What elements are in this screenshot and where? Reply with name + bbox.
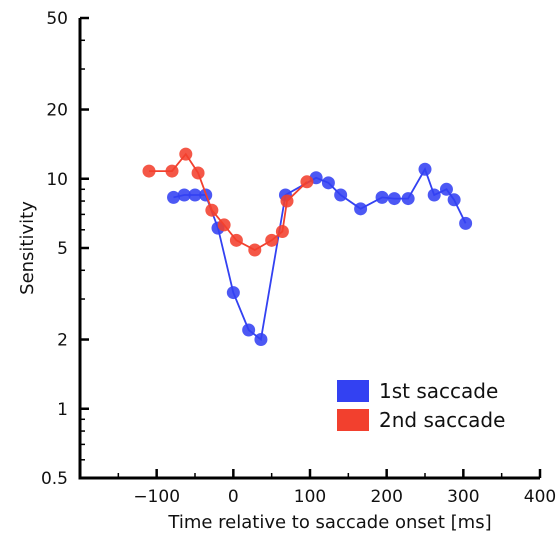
data-point [375, 190, 389, 204]
y-axis-title: Sensitivity [17, 201, 38, 295]
x-tick-label: 0 [228, 487, 239, 507]
data-point [334, 188, 348, 202]
y-tick-label: 50 [46, 9, 68, 29]
data-point [165, 164, 179, 178]
y-tick-label: 2 [57, 331, 68, 351]
data-point [418, 162, 432, 176]
y-tick-label: 1 [57, 400, 68, 420]
data-point [191, 166, 205, 180]
data-point [248, 243, 262, 257]
y-tick-label: 20 [46, 101, 68, 121]
data-point [401, 192, 415, 206]
legend-swatch [337, 380, 369, 402]
data-point [229, 233, 243, 247]
data-point [275, 224, 289, 238]
data-point [459, 216, 473, 230]
data-point [354, 202, 368, 216]
y-tick-label: 5 [57, 239, 68, 259]
data-point [300, 175, 314, 189]
legend-label: 2nd saccade [379, 408, 505, 432]
data-point [280, 194, 294, 208]
x-tick-label: 300 [447, 487, 479, 507]
data-point [427, 188, 441, 202]
y-tick-label: 0.5 [41, 469, 68, 489]
series-layer [142, 147, 473, 347]
data-point [242, 323, 256, 337]
data-point [321, 176, 335, 190]
data-point [265, 233, 279, 247]
axes: 0.5 1 2 5 10 20 50 −100 0 100 200 300 400 [41, 9, 556, 507]
data-point [439, 182, 453, 196]
legend-swatch [337, 409, 369, 431]
x-axis-title: Time relative to saccade onset [ms] [167, 512, 491, 533]
data-point [226, 286, 240, 300]
x-tick-label: 200 [370, 487, 402, 507]
x-tick-label: −100 [133, 487, 180, 507]
legend: 1st saccade 2nd saccade [337, 379, 505, 432]
series-1 [167, 162, 473, 347]
data-point [177, 188, 191, 202]
series-line [173, 167, 467, 342]
data-point [167, 190, 181, 204]
data-point [179, 147, 193, 161]
data-point [142, 164, 156, 178]
data-point [217, 218, 231, 232]
x-tick-label: 100 [294, 487, 326, 507]
data-point [447, 193, 461, 207]
x-tick-label: 400 [524, 487, 556, 507]
series-2 [142, 147, 314, 257]
data-point [254, 333, 268, 347]
legend-label: 1st saccade [379, 379, 498, 403]
data-point [188, 188, 202, 202]
data-point [205, 203, 219, 217]
y-tick-label: 10 [46, 170, 68, 190]
data-point [387, 192, 401, 206]
